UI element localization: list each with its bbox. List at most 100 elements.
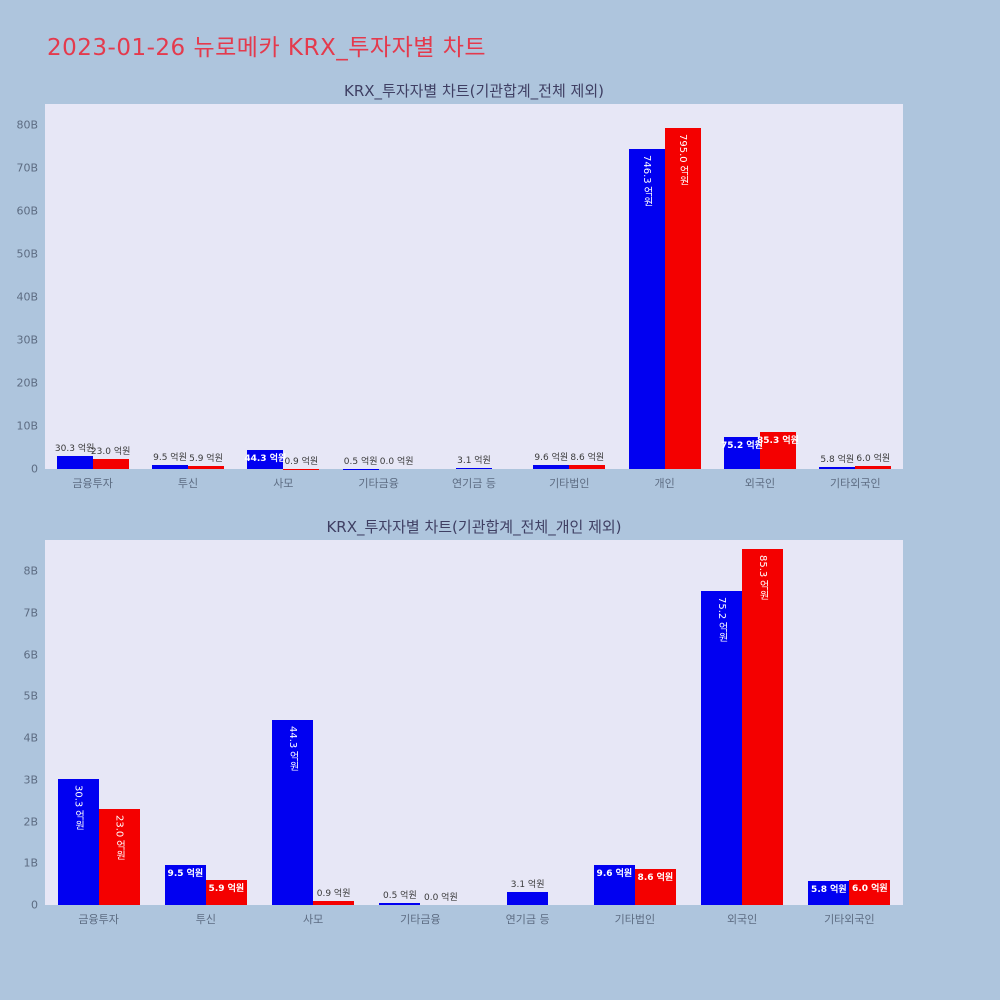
bar-value-label: 85.3 억원 bbox=[757, 436, 799, 447]
bar-group: 44.3 억원 0.9 억원 bbox=[236, 104, 331, 469]
bar-value-label: 23.0 억원 bbox=[113, 815, 125, 861]
x-category-label: 기타금융 bbox=[358, 477, 399, 490]
bar-value-label: 795.0 억원 bbox=[677, 133, 689, 186]
x-category-label: 연기금 등 bbox=[505, 913, 550, 926]
chart-investors-all: KRX_투자자별 차트(기관합계_전체 제외) 0 10B 20B 30B 40B 50B… bbox=[16, 80, 903, 491]
x-category-label: 기타외국인 bbox=[829, 477, 881, 490]
x-category-label: 투신 bbox=[177, 477, 199, 490]
red-series-bar: 6.0 억원 bbox=[849, 879, 891, 905]
blue-series-bar: 3.1 억원 bbox=[455, 456, 492, 469]
bar-group: 44.3 억원 0.9 억원 bbox=[260, 540, 367, 905]
bar-value-label: 9.5 억원 bbox=[167, 869, 204, 880]
red-series-bar: 5.9 억원 bbox=[187, 454, 224, 469]
blue-series-bar: 30.3 억원 bbox=[57, 778, 99, 905]
x-axis-labels: 금융투자 투신 사모 기타금융 연기금 등 기타법인 개인 외국인 기타외국인 bbox=[45, 475, 903, 491]
x-category-label: 개인 bbox=[654, 477, 675, 490]
red-series-bar: 85.3 억원 bbox=[757, 432, 799, 469]
x-category-label: 사모 bbox=[273, 477, 294, 490]
bar-value-label: 8.6 억원 bbox=[637, 873, 674, 884]
bar-value-label: 3.1 억원 bbox=[457, 455, 491, 466]
bar-value-label: 6.0 억원 bbox=[856, 454, 891, 465]
y-tick-label: 7B bbox=[23, 606, 38, 620]
bar-value-label: 44.3 억원 bbox=[244, 453, 287, 464]
x-category-label: 기타법인 bbox=[549, 477, 590, 490]
bar-value-label: 9.5 억원 bbox=[153, 452, 187, 463]
blue-series-bar: 3.1 억원 bbox=[507, 880, 549, 905]
y-tick-label: 20B bbox=[16, 376, 38, 390]
chart-title: KRX_투자자별 차트(기관합계_전체_개인 제외) bbox=[326, 518, 622, 536]
bar-group: 5.8 억원 6.0 억원 bbox=[808, 104, 903, 469]
bar-value-label: 85.3 억원 bbox=[757, 555, 769, 601]
plot-area: 0 1B 2B 3B 4B 5B 6B 7B 8B 30.3 억원 23.0 억원 9.5 억원 5.9… bbox=[23, 540, 903, 912]
chart-investors-excl-individual: KRX_투자자별 차트(기관합계_전체_개인 제외) 0 1B 2B 3B 4B 5B 6B… bbox=[23, 516, 903, 927]
bar-value-label: 0.5 억원 bbox=[343, 456, 378, 467]
bar-value-label: 9.6 억원 bbox=[534, 452, 569, 463]
y-tick-label: 30B bbox=[16, 333, 38, 347]
bar-group: 9.6 억원 8.6 억원 bbox=[581, 540, 688, 905]
bar-group: 75.2 억원 85.3 억원 bbox=[689, 540, 796, 905]
bar-value-label: 5.9 억원 bbox=[208, 884, 245, 895]
bar-value-label: 23.0 억원 bbox=[90, 447, 131, 458]
bar-group: 75.2 억원 85.3 억원 bbox=[712, 104, 807, 469]
blue-series-bar: 75.2 억원 bbox=[721, 436, 763, 469]
x-category-label: 연기금 등 bbox=[451, 477, 496, 490]
x-category-label: 외국인 bbox=[726, 913, 758, 926]
red-series-bar: 5.9 억원 bbox=[205, 880, 247, 905]
bar-group: 9.5 억원 5.9 억원 bbox=[140, 104, 235, 469]
bar-value-label: 6.0 억원 bbox=[852, 883, 888, 894]
y-tick-label: 80B bbox=[16, 118, 38, 132]
bar-value-label: 0.5 억원 bbox=[383, 890, 417, 901]
y-tick-label: 70B bbox=[16, 161, 38, 175]
y-tick-label: 0 bbox=[31, 462, 38, 476]
y-tick-label: 3B bbox=[23, 773, 38, 787]
bar-value-label: 5.9 억원 bbox=[189, 454, 223, 465]
bar-group: 9.5 억원 5.9 억원 bbox=[152, 540, 259, 905]
chart-body: 0 1B 2B 3B 4B 5B 6B 7B 8B 30.3 억원 23.0 억원 9.5 억원 5.9… bbox=[23, 540, 903, 927]
bar-group: 3.1 억원 bbox=[474, 540, 581, 905]
y-tick-label: 50B bbox=[16, 247, 38, 261]
x-category-label: 기타금융 bbox=[400, 913, 441, 926]
red-series-bar: 23.0 억원 bbox=[98, 809, 140, 905]
chart-body: 0 10B 20B 30B 40B 50B 60B 70B 80B 30.3 억원 23.0 억원 9… bbox=[16, 104, 903, 491]
blue-series-bar: 9.5 억원 bbox=[151, 453, 188, 469]
x-category-label: 기타법인 bbox=[614, 913, 656, 926]
y-tick-label: 60B bbox=[16, 204, 38, 218]
blue-series-bar: 9.6 억원 bbox=[593, 864, 635, 905]
bar-group: 746.3 억원 795.0 억원 bbox=[617, 104, 712, 469]
y-tick-label: 4B bbox=[23, 731, 38, 745]
bar-value-label: 0.9 억원 bbox=[284, 456, 319, 467]
blue-series-bar: 9.5 억원 bbox=[164, 865, 206, 905]
bar-value-label: 0.0 억원 bbox=[424, 893, 458, 903]
x-category-label: 사모 bbox=[303, 913, 324, 926]
bar-value-label: 75.2 억원 bbox=[716, 597, 728, 643]
bar-value-label: 9.6 억원 bbox=[596, 868, 633, 879]
x-category-label: 금융투자 bbox=[78, 913, 119, 926]
x-category-label: 투신 bbox=[195, 913, 216, 926]
bar-value-label: 44.3 억원 bbox=[287, 726, 299, 772]
red-series-bar: 795.0 억원 bbox=[664, 127, 701, 469]
chart-title: KRX_투자자별 차트(기관합계_전체 제외) bbox=[344, 82, 604, 100]
x-category-label: 외국인 bbox=[744, 477, 776, 490]
red-series-bar: 8.6 억원 bbox=[634, 869, 676, 905]
red-series-bar: 0.9 억원 bbox=[313, 889, 355, 905]
x-category-label: 기타외국인 bbox=[824, 913, 875, 926]
red-series-bar: 8.6 억원 bbox=[569, 453, 606, 469]
bar-value-label: 0.9 억원 bbox=[316, 889, 351, 900]
blue-series-bar: 0.5 억원 bbox=[379, 891, 421, 905]
y-tick-label: 0 bbox=[31, 898, 38, 912]
x-category-label: 금융투자 bbox=[72, 477, 113, 490]
blue-series-bar: 44.3 억원 bbox=[272, 720, 314, 905]
bar-value-label: 30.3 억원 bbox=[72, 784, 84, 831]
bar-value-label: 0.0 억원 bbox=[379, 457, 414, 467]
plot-area: 0 10B 20B 30B 40B 50B 60B 70B 80B 30.3 억원 23.0 억원 9… bbox=[16, 104, 903, 476]
page-title: 2023-01-26 뉴로메카 KRX_투자자별 차트 bbox=[47, 35, 487, 61]
blue-series-bar: 746.3 억원 bbox=[628, 148, 665, 469]
bar-value-label: 75.2 억원 bbox=[721, 440, 763, 451]
blue-series-bar: 30.3 억원 bbox=[55, 444, 94, 469]
blue-series-bar: 75.2 억원 bbox=[701, 591, 743, 905]
bar-value-label: 5.8 억원 bbox=[820, 454, 855, 465]
bar-group: 30.3 억원 23.0 억원 bbox=[45, 540, 152, 905]
blue-series-bar: 5.8 억원 bbox=[808, 880, 850, 905]
bar-group: 5.8 억원 6.0 억원 bbox=[796, 540, 903, 905]
x-axis-labels: 금융투자 투신 사모 기타금융 연기금 등 기타법인 외국인 기타외국인 bbox=[45, 911, 903, 927]
